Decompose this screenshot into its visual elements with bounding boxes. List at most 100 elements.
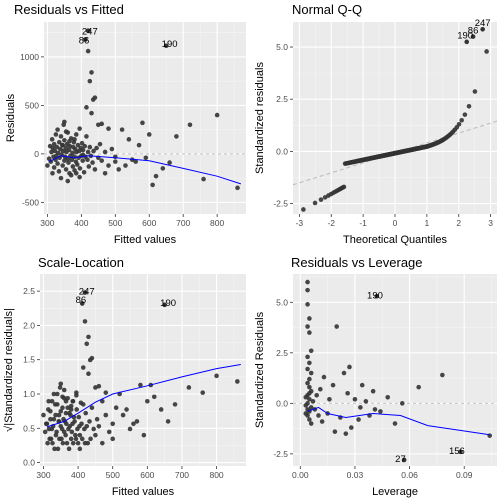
data-point (77, 126, 82, 131)
data-point (307, 417, 312, 422)
data-point (82, 143, 88, 149)
data-point (145, 398, 150, 404)
data-point (49, 398, 55, 404)
data-point (106, 126, 111, 131)
data-point (119, 127, 125, 132)
data-point (153, 173, 159, 179)
point-label: 190 (160, 298, 176, 309)
data-point (77, 432, 83, 438)
data-point (316, 413, 321, 418)
data-point (67, 138, 72, 144)
data-point (134, 419, 140, 424)
x-tick-label: 0.03 (347, 470, 364, 480)
data-point (305, 279, 310, 285)
data-point (73, 436, 79, 442)
data-point (66, 160, 71, 165)
x-tick-label: 800 (209, 470, 223, 480)
data-point (64, 440, 70, 446)
y-axis-label: Standardized residuals (254, 62, 266, 174)
data-point (72, 137, 77, 142)
y-tick-label: 0.5 (23, 423, 35, 433)
data-point (327, 397, 332, 402)
data-point (87, 144, 93, 150)
data-point (91, 148, 96, 154)
data-point (60, 405, 65, 411)
data-point (79, 421, 84, 427)
data-point (42, 429, 48, 435)
data-point (53, 132, 59, 137)
y-tick-label: 2.5 (276, 348, 288, 358)
data-point (65, 156, 71, 162)
data-point (359, 382, 365, 388)
data-point (160, 166, 166, 171)
data-point (61, 387, 67, 393)
data-point (54, 144, 60, 150)
data-point (58, 408, 64, 414)
data-point (69, 157, 75, 162)
data-point (65, 178, 71, 184)
y-tick-label: 5.0 (276, 297, 288, 307)
data-point (73, 132, 79, 137)
data-point (41, 412, 46, 418)
plot-title: Residuals vs Leverage (291, 255, 423, 270)
data-point (187, 122, 193, 128)
data-point (66, 147, 72, 153)
data-point (90, 97, 96, 102)
data-point (110, 436, 116, 442)
panel-4: 0.00 0.03 0.06 0.09 -2.5 0.0 2.5 5.0 190 27 156 Res… (254, 255, 497, 498)
data-point (96, 383, 102, 389)
data-point (97, 141, 103, 147)
data-point (314, 392, 319, 398)
data-point (163, 43, 169, 49)
data-point (85, 149, 91, 155)
data-point (307, 384, 312, 390)
point-label: 190 (367, 290, 383, 301)
data-point (70, 164, 76, 169)
data-point (56, 169, 62, 174)
data-point (82, 319, 88, 324)
data-point (63, 167, 69, 172)
data-point (81, 170, 87, 175)
data-point (85, 157, 90, 162)
x-tick-label: 700 (176, 218, 190, 228)
data-point (51, 416, 57, 422)
data-point (214, 112, 220, 118)
data-point (131, 421, 136, 427)
data-point (89, 70, 94, 75)
data-point (55, 402, 60, 407)
data-point (143, 155, 149, 161)
data-point (77, 174, 82, 180)
data-point (146, 132, 152, 137)
data-point (70, 398, 76, 404)
x-tick-label: 500 (106, 470, 120, 480)
data-point (79, 140, 85, 146)
data-point (73, 170, 79, 176)
data-point (88, 436, 93, 442)
data-point (51, 165, 57, 170)
data-point (74, 162, 80, 167)
data-point (68, 436, 74, 442)
data-point (93, 432, 98, 438)
data-point (65, 405, 70, 411)
y-tick-label: -500 (22, 197, 39, 207)
data-point (65, 395, 70, 401)
point-label: 156 (449, 446, 465, 457)
x-tick-label: 400 (74, 218, 88, 228)
data-point (109, 146, 115, 152)
data-point (85, 28, 91, 34)
data-point (113, 405, 119, 411)
data-point (372, 407, 378, 412)
data-point (305, 287, 310, 293)
data-point (68, 407, 74, 412)
data-point (102, 149, 108, 155)
data-point (77, 446, 83, 452)
data-point (303, 394, 309, 400)
x-tick-label: 500 (108, 218, 122, 228)
data-point (86, 164, 92, 169)
data-point (87, 419, 92, 424)
data-point (305, 324, 310, 329)
data-point (200, 390, 206, 395)
x-axis-label: Theoretical Quantiles (343, 234, 447, 246)
data-point (63, 129, 69, 134)
